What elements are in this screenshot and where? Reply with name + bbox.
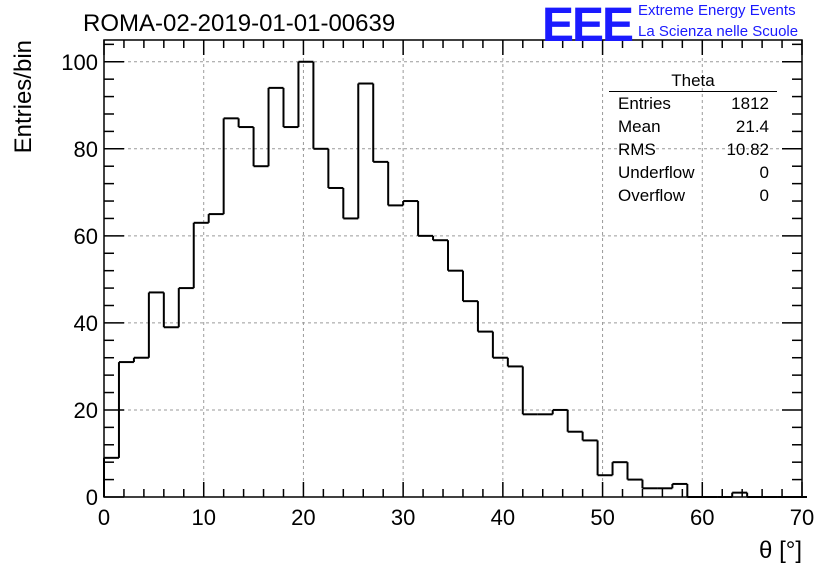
x-tick-label: 30 [391,505,415,530]
x-tick-label: 70 [790,505,814,530]
stats-row-underflow: Underflow 0 [609,161,777,184]
x-axis-label: θ [°] [759,537,802,564]
x-tick-label: 60 [690,505,714,530]
stats-value: 21.4 [735,117,769,136]
stats-row-entries: Entries 1812 [609,92,777,115]
x-tick-label: 20 [291,505,315,530]
stats-row-overflow: Overflow 0 [609,184,777,207]
logo-line-2: La Scienza nelle Scuole [638,23,799,40]
stats-title: Theta [609,70,777,92]
stats-box: Theta Entries 1812 Mean 21.4 RMS 10.82 U… [609,70,777,207]
y-tick-label: 0 [86,485,98,510]
x-tick-label: 0 [98,505,110,530]
y-tick-label: 100 [61,50,98,75]
x-tick-label: 50 [590,505,614,530]
run-title: ROMA-02-2019-01-01-00639 [83,10,396,37]
stats-label: Overflow [618,186,686,205]
y-tick-label: 80 [74,137,98,162]
stats-label: Mean [618,117,661,136]
x-tick-label: 10 [191,505,215,530]
stats-label: RMS [618,140,656,159]
y-axis-label: Entries/bin [10,40,37,153]
stats-value: 0 [759,186,769,205]
stats-row-mean: Mean 21.4 [609,115,777,138]
x-tick-label: 40 [491,505,515,530]
stats-value: 0 [759,163,769,182]
stats-label: Entries [618,94,671,113]
y-tick-label: 60 [74,224,98,249]
y-tick-label: 20 [74,398,98,423]
stats-label: Underflow [618,163,695,182]
y-tick-label: 40 [74,311,98,336]
logo-line-1: Extreme Energy Events [638,2,796,19]
stats-value: 10.82 [726,140,769,159]
eee-logo: EEE [542,0,634,52]
stats-row-rms: RMS 10.82 [609,138,777,161]
plot-frame [103,39,803,498]
stats-value: 1812 [731,94,769,113]
